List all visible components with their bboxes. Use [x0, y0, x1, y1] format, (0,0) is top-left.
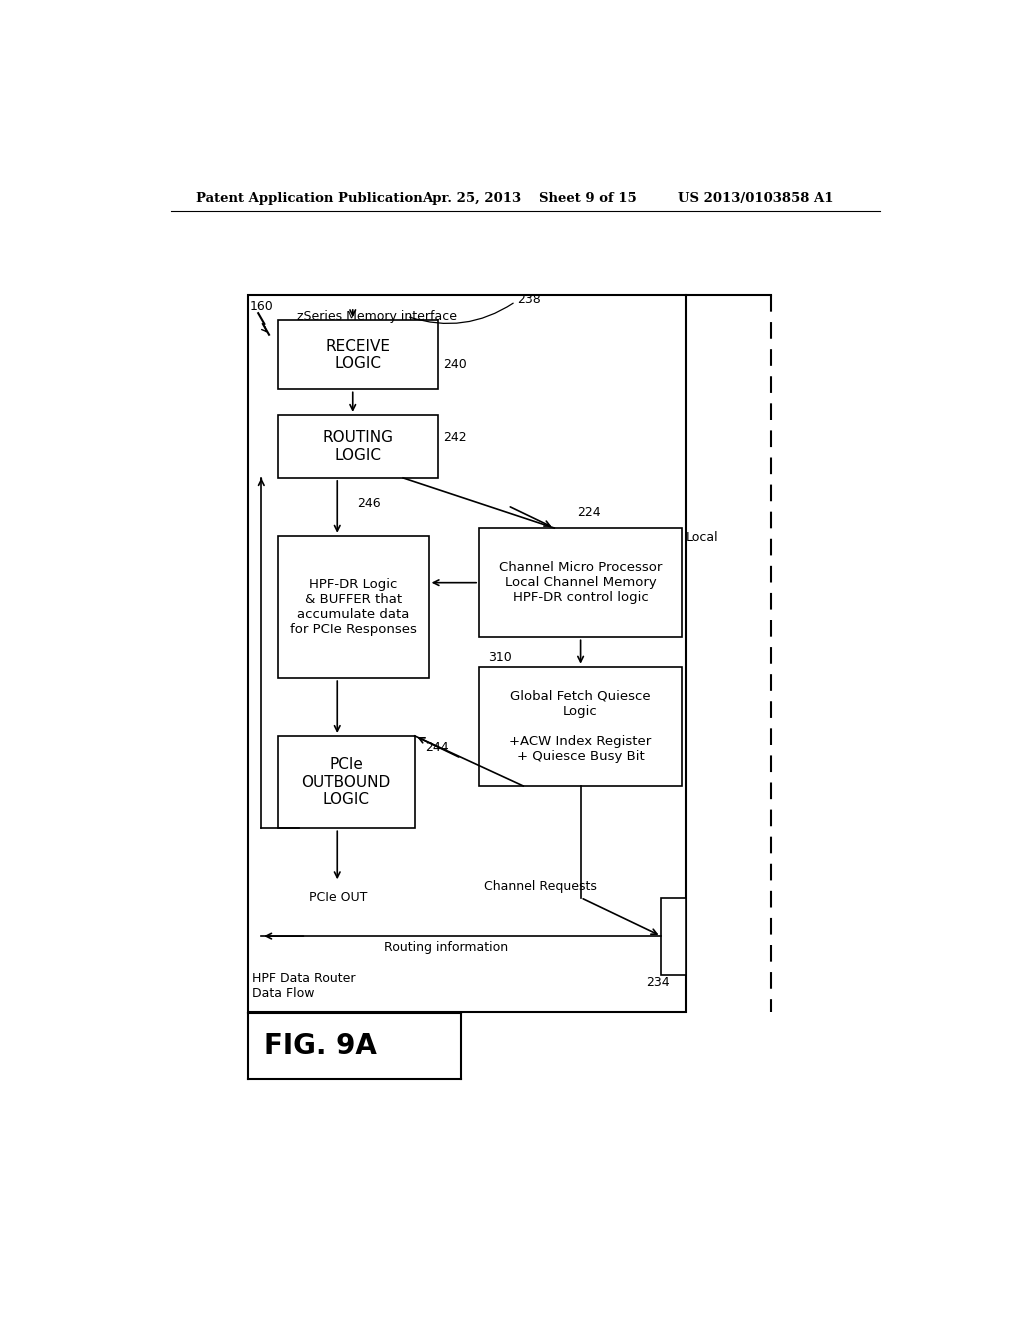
- Bar: [278, 737, 415, 829]
- Text: PCIe OUT: PCIe OUT: [308, 891, 367, 904]
- Text: Channel Micro Processor
Local Channel Memory
HPF-DR control logic: Channel Micro Processor Local Channel Me…: [499, 561, 663, 605]
- Text: Routing information: Routing information: [384, 941, 508, 954]
- Text: RECEIVE
LOGIC: RECEIVE LOGIC: [326, 338, 390, 371]
- Text: Channel Requests: Channel Requests: [484, 879, 597, 892]
- Bar: [662, 898, 686, 974]
- Text: FIG. 9A: FIG. 9A: [263, 1032, 377, 1060]
- Text: 238: 238: [517, 293, 541, 306]
- Bar: [278, 414, 438, 478]
- Text: HPF Data Router
Data Flow: HPF Data Router Data Flow: [252, 972, 355, 1001]
- Text: Local: Local: [686, 531, 719, 544]
- Text: 310: 310: [488, 651, 512, 664]
- Text: 242: 242: [442, 430, 466, 444]
- Text: US 2013/0103858 A1: US 2013/0103858 A1: [678, 191, 834, 205]
- Text: 160: 160: [250, 300, 273, 313]
- Bar: [278, 536, 429, 678]
- Bar: [278, 321, 438, 389]
- Text: Sheet 9 of 15: Sheet 9 of 15: [539, 191, 637, 205]
- Text: Patent Application Publication: Patent Application Publication: [197, 191, 423, 205]
- Bar: [479, 667, 682, 785]
- Text: HPF-DR Logic
& BUFFER that
accumulate data
for PCIe Responses: HPF-DR Logic & BUFFER that accumulate da…: [290, 578, 417, 636]
- Text: ROUTING
LOGIC: ROUTING LOGIC: [323, 430, 393, 462]
- Text: Apr. 25, 2013: Apr. 25, 2013: [423, 191, 521, 205]
- Text: 224: 224: [578, 506, 601, 519]
- Text: PCIe
OUTBOUND
LOGIC: PCIe OUTBOUND LOGIC: [301, 758, 391, 807]
- Text: 240: 240: [442, 358, 466, 371]
- Text: 244: 244: [425, 741, 449, 754]
- Text: 234: 234: [646, 975, 670, 989]
- Bar: [479, 528, 682, 638]
- Bar: [248, 296, 686, 1011]
- Text: 246: 246: [356, 496, 380, 510]
- Text: zSeries Memory interface: zSeries Memory interface: [297, 310, 457, 323]
- Text: Global Fetch Quiesce
Logic

+ACW Index Register
+ Quiesce Busy Bit: Global Fetch Quiesce Logic +ACW Index Re…: [510, 690, 651, 763]
